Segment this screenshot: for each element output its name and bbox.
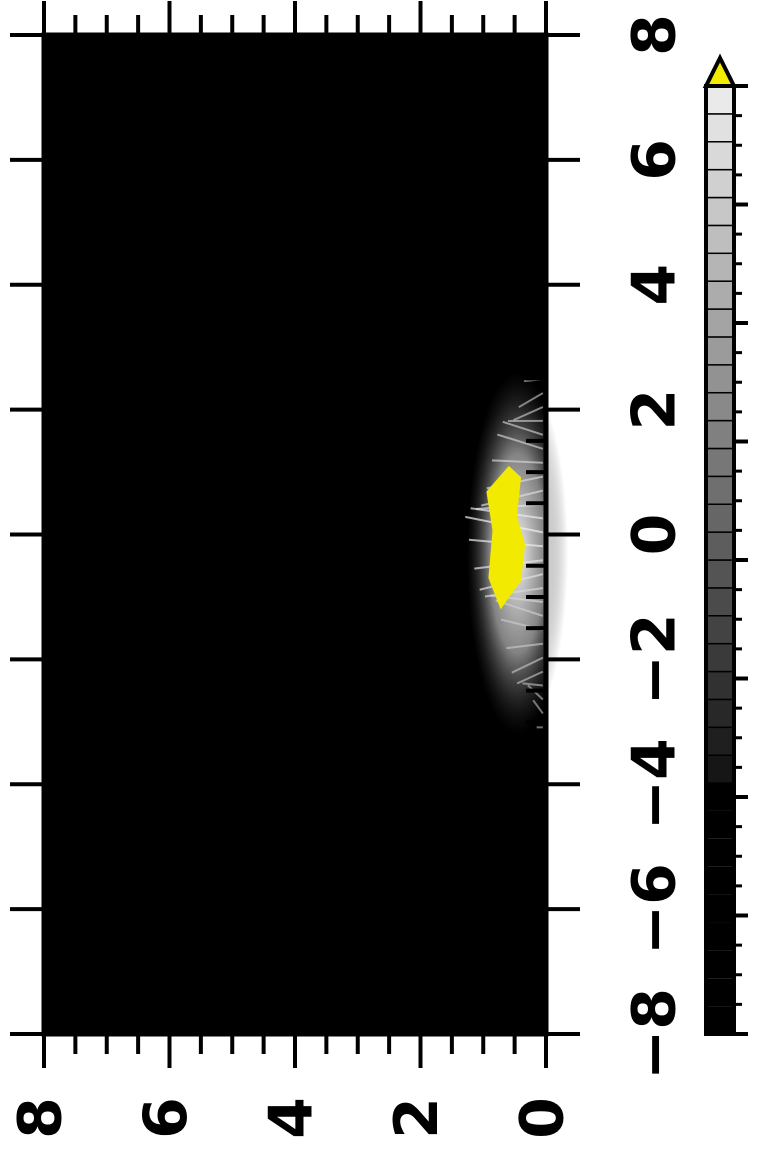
plume-streak <box>532 699 544 715</box>
colorbar-segment <box>705 615 735 645</box>
y-tick-label: 2 <box>382 1097 452 1139</box>
plume-streak <box>484 587 544 598</box>
colorbar-segment <box>705 85 735 115</box>
colorbar-segment <box>705 141 735 171</box>
colorbar-segment <box>705 698 735 729</box>
colorbar-over-arrow <box>702 53 738 88</box>
plume-streak <box>522 682 543 687</box>
colorbar-segment <box>705 531 735 561</box>
colorbar-segment <box>705 113 735 143</box>
colorbar-segment <box>705 475 735 505</box>
plume-streak <box>511 656 544 674</box>
colorbar-segment <box>705 587 735 617</box>
colorbar-segment <box>705 419 735 450</box>
colorbar-segment <box>705 726 735 756</box>
colorbar-segment <box>706 838 734 867</box>
y-tick-label: 8 <box>6 1097 76 1139</box>
colorbar-segment <box>706 866 734 895</box>
x-tick-label: 6 <box>620 139 690 181</box>
plume-streak <box>497 433 544 450</box>
colorbar-segment <box>705 308 735 338</box>
colorbar-segment <box>706 783 734 811</box>
plume-streak <box>491 459 543 464</box>
x-tick-label: 2 <box>620 389 690 431</box>
x-tick-label: −2 <box>620 613 690 705</box>
x-tick-label: −6 <box>620 863 690 955</box>
colorbar-segment <box>705 559 735 589</box>
saturated-core <box>486 465 526 610</box>
colorbar-segment <box>706 894 734 923</box>
plume-streak <box>506 642 543 650</box>
colorbar-segment <box>706 810 734 839</box>
x-tick-label: 0 <box>620 514 690 556</box>
plume-streak <box>516 670 544 685</box>
x-tick-label: −8 <box>620 988 690 1080</box>
colorbar-segment <box>705 447 735 478</box>
plot-area <box>44 35 546 1034</box>
colorbar-segment <box>706 1006 734 1034</box>
x-tick-label: 4 <box>620 264 690 306</box>
colorbar-segment <box>705 224 735 255</box>
colorbar-segment <box>705 754 735 784</box>
x-tick-label: 8 <box>620 14 690 56</box>
colorbar-segment <box>705 670 735 701</box>
colorbar-segment <box>705 503 735 533</box>
colorbar-segment <box>705 280 735 310</box>
y-tick-label: 4 <box>257 1097 327 1139</box>
colorbar-segment <box>705 642 735 673</box>
y-tick-label: 6 <box>131 1097 201 1139</box>
x-tick-label: −4 <box>620 738 690 830</box>
colorbar-segment <box>706 922 734 951</box>
plume-streak <box>513 406 544 422</box>
colorbar-segment <box>705 252 735 282</box>
colorbar-segment <box>706 978 734 1007</box>
colorbar-segment <box>705 196 735 227</box>
colorbar-segment <box>705 336 735 366</box>
colorbar-segment <box>705 364 735 394</box>
y-tick-label: 0 <box>508 1097 578 1139</box>
colorbar-segment <box>706 950 734 979</box>
colorbar-segment <box>705 168 735 199</box>
colorbar-segment <box>705 391 735 422</box>
plume-streak <box>518 392 544 409</box>
plume-streak <box>502 420 544 436</box>
